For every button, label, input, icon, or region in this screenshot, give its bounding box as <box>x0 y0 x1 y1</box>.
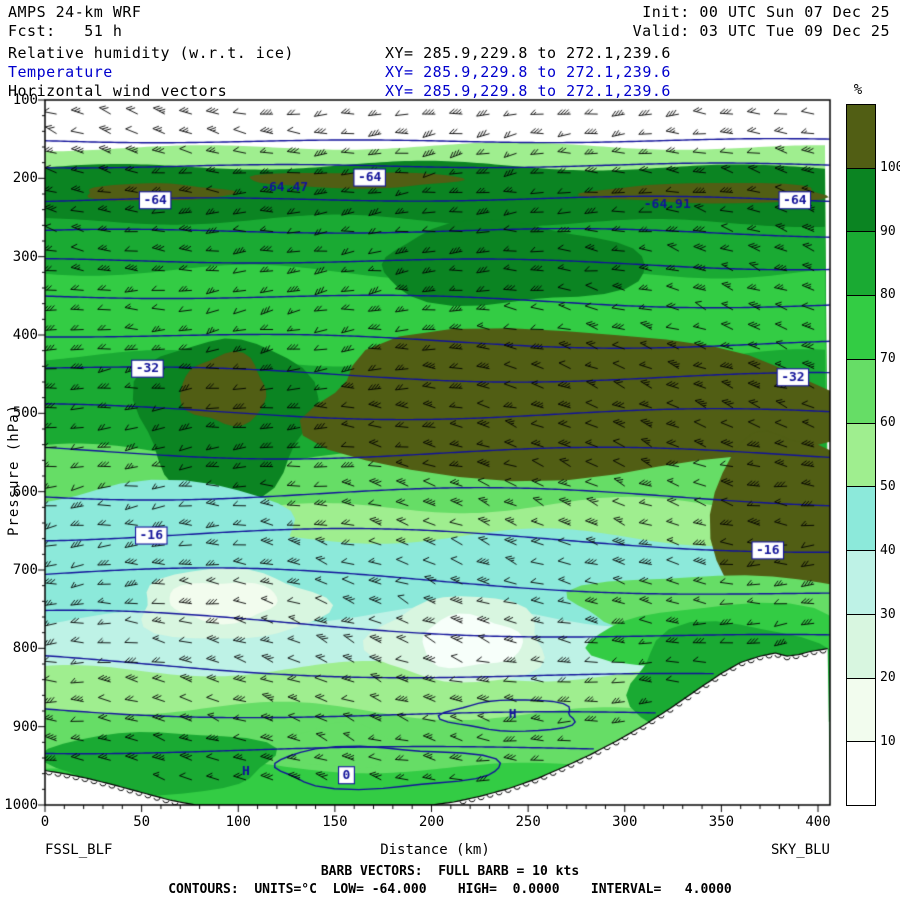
colorbar-tick-label: 40 <box>880 542 896 558</box>
colorbar-tick-label: 60 <box>880 415 896 431</box>
x-tick-label: 350 <box>708 814 735 830</box>
y-tick-label: 900 <box>12 718 38 735</box>
field-label: Temperature <box>8 63 113 81</box>
barb-legend: BARB VECTORS: FULL BARB = 10 kts <box>320 864 580 879</box>
field-label: Relative humidity (w.r.t. ice) <box>8 44 294 62</box>
station-label-right: SKY_BLU <box>770 842 830 858</box>
forecast-hour: Fcst: 51 h <box>8 22 123 40</box>
y-tick-label: 300 <box>12 248 38 265</box>
y-axis-label: Pressure (hPa) <box>6 403 22 537</box>
x-tick-label: 0 <box>40 814 50 830</box>
contour-info: CONTOURS: UNITS=°C LOW= -64.000 HIGH= 0.… <box>168 882 732 897</box>
x-tick-label: 50 <box>133 814 151 830</box>
colorbar-box <box>847 486 875 551</box>
colorbar-tick-label: 50 <box>880 478 896 494</box>
colorbar-box <box>847 167 875 232</box>
y-tick-label: 800 <box>12 640 38 657</box>
y-tick-label: 400 <box>12 327 38 343</box>
y-tick-label: 500 <box>12 405 38 422</box>
colorbar-tick-label: 90 <box>880 223 896 239</box>
model-title: AMPS 24-km WRF <box>8 3 142 21</box>
station-label-left: FSSL_BLF <box>45 842 113 858</box>
colorbar-box <box>847 613 875 678</box>
colorbar-tick-label: 70 <box>880 351 896 367</box>
field-extent: XY= 285.9,229.8 to 272.1,239.6 <box>385 44 671 62</box>
colorbar-tick-label: 10 <box>880 734 896 750</box>
colorbar-box <box>847 231 875 296</box>
colorbar-box <box>847 105 875 168</box>
field-extent: XY= 285.9,229.8 to 272.1,239.6 <box>385 82 671 100</box>
x-tick-label: 400 <box>805 814 831 830</box>
y-tick-label: 100 <box>12 92 38 108</box>
field-label: Horizontal wind vectors <box>8 82 228 100</box>
colorbar-box <box>847 550 875 614</box>
x-tick-label: 100 <box>225 814 251 830</box>
y-tick-label: 1000 <box>4 797 38 813</box>
x-axis-label: Distance (km) <box>380 842 490 858</box>
colorbar-box <box>847 677 875 742</box>
colorbar-unit: % <box>853 82 863 98</box>
init-time: Init: 00 UTC Sun 07 Dec 25 <box>642 3 890 21</box>
colorbar-tick-label: 100 <box>880 159 900 175</box>
colorbar <box>846 104 876 806</box>
x-tick-label: 300 <box>612 814 638 830</box>
y-tick-label: 200 <box>12 170 38 187</box>
valid-time: Valid: 03 UTC Tue 09 Dec 25 <box>632 22 890 40</box>
y-tick-label: 600 <box>12 483 38 500</box>
colorbar-tick-label: 20 <box>880 670 896 686</box>
colorbar-tick-label: 80 <box>880 287 896 303</box>
x-tick-label: 250 <box>515 814 541 830</box>
x-tick-label: 200 <box>418 814 445 830</box>
colorbar-box <box>847 358 875 423</box>
colorbar-box <box>847 422 875 487</box>
field-extent: XY= 285.9,229.8 to 272.1,239.6 <box>385 63 671 81</box>
x-tick-label: 150 <box>322 814 348 830</box>
y-tick-label: 700 <box>12 562 38 578</box>
colorbar-box <box>847 741 875 806</box>
colorbar-tick-label: 30 <box>880 606 896 622</box>
colorbar-box <box>847 295 875 359</box>
